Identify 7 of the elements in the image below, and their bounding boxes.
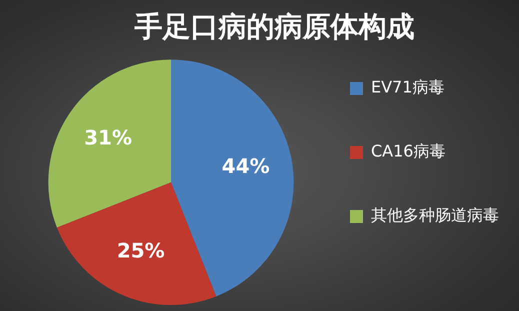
data-label: 25% [116, 238, 165, 262]
legend-label: CA16病毒 [371, 142, 446, 161]
legend-label: 其他多种肠道病毒 [371, 206, 499, 225]
chart-title: 手足口病的病原体构成 [134, 10, 414, 44]
legend-label: EV71病毒 [371, 78, 444, 97]
data-label: 31% [84, 126, 132, 150]
data-label: 44% [222, 154, 270, 178]
